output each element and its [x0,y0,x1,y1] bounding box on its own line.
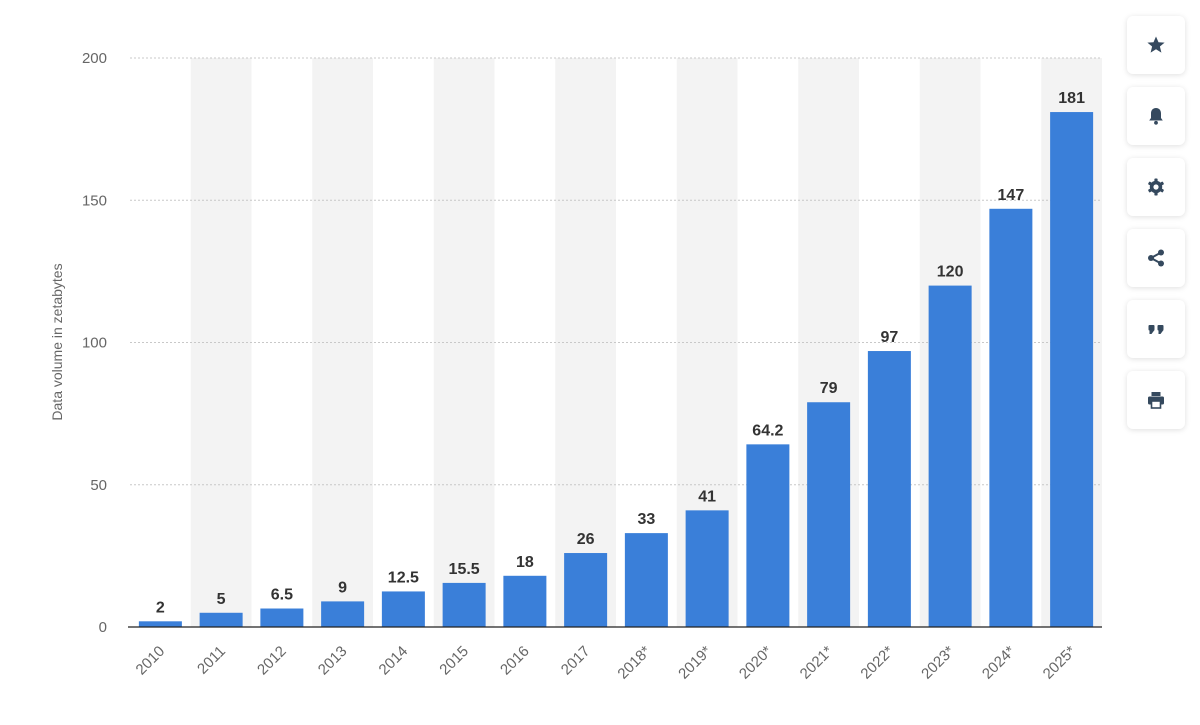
data-label: 97 [880,329,898,346]
bar-chart: 0 50 100 150 200 2 5 6.5 9 12.5 15.5 18 26 33 41 64.2 7… [49,50,1102,683]
bar[interactable] [503,575,547,627]
x-tick-label: 2025* [1040,643,1080,683]
bell-icon [1146,106,1166,126]
column-band [190,58,252,627]
data-label: 15.5 [449,561,480,578]
star-icon [1146,35,1166,55]
bar[interactable] [321,601,365,627]
bar[interactable] [564,553,608,627]
data-label: 9 [338,579,347,596]
x-tick-label: 2015 [436,643,472,679]
data-label: 26 [577,531,595,548]
bar[interactable] [928,285,972,627]
data-label: 41 [698,488,716,505]
bar[interactable] [624,533,668,627]
y-tick-label: 50 [90,477,107,494]
y-tick-label: 200 [82,50,107,67]
data-label: 12.5 [388,569,419,586]
favorite-button[interactable] [1127,16,1185,74]
printer-icon [1146,390,1166,410]
notification-button[interactable] [1127,87,1185,145]
x-tick-label: 2019* [675,643,715,683]
grid-lines: 0 50 100 150 200 [82,50,1102,636]
bars [138,112,1094,628]
x-tick-label: 2012 [254,643,290,679]
x-tick-label: 2023* [918,643,958,683]
x-tick-label: 2016 [497,643,533,679]
x-tick-label: 2022* [857,643,897,683]
settings-button[interactable] [1127,158,1185,216]
bar[interactable] [1050,112,1094,628]
x-tick-label: 2021* [797,643,837,683]
bar[interactable] [442,582,486,627]
y-tick-label: 100 [82,335,107,352]
quote-icon [1146,319,1166,339]
x-tick-label: 2014 [376,643,412,679]
data-label: 5 [217,591,226,608]
data-label: 64.2 [752,422,783,439]
data-label: 181 [1058,90,1085,107]
x-axis-labels: 2010 2011 2012 2013 2014 2015 2016 2017 2018* 201… [133,643,1080,683]
bar[interactable] [260,608,304,627]
data-label: 120 [937,264,964,281]
data-label: 6.5 [271,587,293,604]
y-tick-label: 0 [99,619,107,636]
side-toolbar [1127,16,1187,442]
bar[interactable] [746,444,790,627]
x-tick-label: 2024* [979,643,1019,683]
share-icon [1146,248,1166,268]
value-labels: 2 5 6.5 9 12.5 15.5 18 26 33 41 64.2 79 97 120 147 181 [156,90,1085,616]
bar[interactable] [138,621,182,627]
bar[interactable] [807,402,851,627]
share-button[interactable] [1127,229,1185,287]
x-tick-label: 2010 [133,643,169,679]
bar[interactable] [867,351,911,627]
y-axis-title: Data volume in zetabytes [49,263,65,420]
x-tick-label: 2018* [614,643,654,683]
x-tick-label: 2013 [315,643,351,679]
data-label: 79 [820,380,838,397]
data-label: 147 [998,187,1025,204]
gear-icon [1146,177,1166,197]
bar[interactable] [989,208,1033,627]
bar[interactable] [685,510,729,627]
data-label: 33 [637,511,655,528]
x-tick-label: 2020* [736,643,776,683]
bar[interactable] [381,591,425,627]
data-label: 2 [156,599,165,616]
x-tick-label: 2011 [194,643,229,678]
column-band [555,58,616,627]
data-label: 18 [516,554,534,571]
bar[interactable] [199,612,243,627]
cite-button[interactable] [1127,300,1185,358]
print-button[interactable] [1127,371,1185,429]
y-tick-label: 150 [82,192,107,209]
x-tick-label: 2017 [558,643,594,679]
